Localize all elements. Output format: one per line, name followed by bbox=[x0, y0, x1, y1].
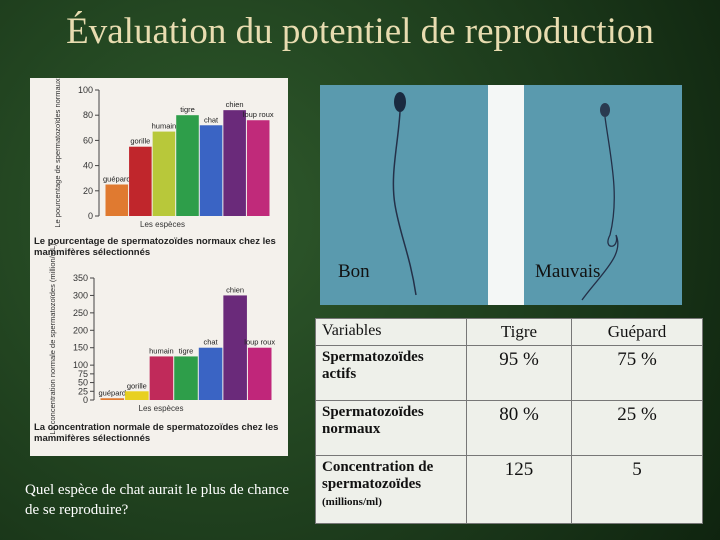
y-tick-label: 300 bbox=[73, 290, 88, 300]
header-cell: Variables bbox=[315, 318, 467, 346]
y-tick-label: 100 bbox=[78, 85, 93, 95]
y-tick-label: 50 bbox=[78, 378, 88, 388]
bar bbox=[105, 184, 129, 216]
chart-panel: 0 20 40 60 80 100 Le pourcentage de spermatozo… bbox=[30, 78, 288, 456]
header-cell: Tigre bbox=[466, 318, 572, 346]
y-tick-label: 25 bbox=[78, 386, 88, 396]
cell: Spermatozoïdes normaux bbox=[315, 400, 467, 456]
y-tick-label: 250 bbox=[73, 308, 88, 318]
bar bbox=[223, 110, 246, 216]
bar bbox=[223, 295, 247, 400]
head bbox=[394, 92, 406, 112]
slide-title: Évaluation du potentiel de reproduction bbox=[66, 11, 654, 52]
bar bbox=[246, 120, 270, 216]
y-tick-label: 20 bbox=[83, 186, 93, 196]
table-header: Variables Tigre Guépard bbox=[315, 318, 703, 346]
bar bbox=[176, 115, 199, 216]
bar-label: tigre bbox=[179, 346, 194, 355]
chart-caption: La concentration normale de spermatozoïd… bbox=[34, 422, 279, 444]
y-tick-label: 60 bbox=[83, 135, 93, 145]
bar bbox=[198, 347, 223, 400]
bar bbox=[129, 146, 152, 216]
bar-label: chat bbox=[204, 115, 219, 124]
table-row: Spermatozoïdes normaux 80 % 25 % bbox=[315, 400, 703, 456]
bar bbox=[199, 125, 223, 216]
cell: 125 bbox=[466, 455, 572, 524]
data-table: Variables Tigre Guépard Spermatozoïdes a… bbox=[315, 318, 703, 524]
table-row: Concentration de spermatozoïdes (millions… bbox=[315, 455, 703, 524]
cell: 25 % bbox=[571, 400, 703, 456]
bar-label: gorille bbox=[130, 137, 150, 146]
cell: 95 % bbox=[466, 345, 572, 401]
y-tick-label: 100 bbox=[73, 360, 88, 370]
divider bbox=[488, 85, 524, 305]
y-tick-label: 40 bbox=[83, 161, 93, 171]
header-cell: Guépard bbox=[571, 318, 703, 346]
photo-label: Bon bbox=[338, 261, 370, 282]
bar-label: guépard bbox=[103, 175, 131, 184]
y-tick-label: 350 bbox=[73, 273, 88, 283]
x-axis-label: Les espèces bbox=[140, 220, 185, 229]
tail bbox=[581, 116, 619, 301]
cell-note: (millions/ml) bbox=[322, 496, 382, 508]
bar bbox=[100, 398, 125, 400]
photo: Bon Mauvais bbox=[320, 85, 682, 305]
bar-label: loup roux bbox=[243, 110, 274, 119]
bar-label: chien bbox=[226, 100, 244, 109]
cell: Spermatozoïdes actifs bbox=[315, 345, 467, 401]
y-tick-label: 80 bbox=[83, 110, 93, 120]
y-axis-label: Le pourcentage de spermatozoïdes normaux bbox=[53, 78, 62, 228]
question: Quel espèce de chat aurait le plus de ch… bbox=[25, 482, 290, 518]
bar bbox=[152, 131, 176, 216]
bar bbox=[174, 356, 198, 400]
photo-art bbox=[392, 85, 619, 305]
charts: 0 20 40 60 80 100 Le pourcentage de spermatozo… bbox=[48, 78, 275, 435]
bar-label: gorille bbox=[127, 381, 147, 390]
y-tick-label: 75 bbox=[78, 369, 88, 379]
bar-label: chat bbox=[203, 338, 218, 347]
bar-label: chien bbox=[226, 285, 244, 294]
bar-label: guépard bbox=[99, 388, 127, 397]
bar bbox=[247, 347, 272, 400]
bar-label: tigre bbox=[180, 105, 195, 114]
y-tick-label: 0 bbox=[88, 211, 93, 221]
y-tick-label: 200 bbox=[73, 325, 88, 335]
bar bbox=[125, 391, 149, 400]
y-axis-label: La concentration normale de spermatozoïd… bbox=[48, 243, 57, 435]
chart-caption: Le pourcentage de spermatozoïdes normaux… bbox=[34, 236, 276, 258]
cell: Concentration de spermatozoïdes bbox=[322, 459, 434, 492]
bar bbox=[149, 356, 174, 400]
y-tick-label: 150 bbox=[73, 343, 88, 353]
photo-label: Mauvais bbox=[535, 261, 601, 282]
head bbox=[600, 103, 610, 117]
x-axis-label: Les espèces bbox=[139, 404, 184, 413]
tail bbox=[392, 111, 417, 296]
cell: 5 bbox=[571, 455, 703, 524]
bar-label: humain bbox=[149, 346, 174, 355]
table-row: Spermatozoïdes actifs 95 % 75 % bbox=[315, 345, 703, 401]
cell-group: Concentration de spermatozoïdes (millions… bbox=[315, 455, 467, 524]
bar-label: loup roux bbox=[244, 338, 275, 347]
y-tick-label: 0 bbox=[83, 395, 88, 405]
cell: 80 % bbox=[466, 400, 572, 456]
cell: 75 % bbox=[571, 345, 703, 401]
bar-label: humain bbox=[152, 122, 177, 131]
